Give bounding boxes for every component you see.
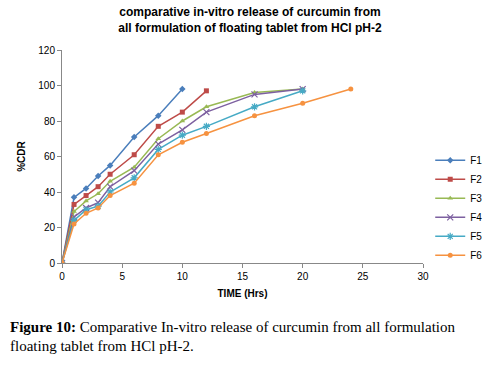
svg-text:F6: F6 [470,250,482,261]
svg-text:F4: F4 [470,212,482,223]
svg-text:%CDR: %CDR [16,140,27,171]
svg-text:20: 20 [297,271,309,282]
svg-text:25: 25 [357,271,369,282]
svg-text:100: 100 [38,80,55,91]
svg-text:5: 5 [119,271,125,282]
svg-text:40: 40 [44,187,56,198]
svg-text:80: 80 [44,116,56,127]
html-text:Figure 10: Comparative In-vitr: Figure 10: Comparative In-vitro release … [10,319,455,354]
svg-text:comparative in-vitro release o: comparative in-vitro release of curcumin… [118,5,382,35]
svg-text:0: 0 [49,258,55,269]
svg-text:TIME (Hrs): TIME (Hrs) [218,288,268,299]
svg-text:F3: F3 [470,193,482,204]
svg-text:15: 15 [237,271,249,282]
svg-text:20: 20 [44,222,56,233]
svg-text:30: 30 [417,271,429,282]
svg-text:10: 10 [177,271,189,282]
svg-text:F5: F5 [470,231,482,242]
svg-text:60: 60 [44,151,56,162]
svg-text:F2: F2 [470,174,482,185]
svg-text:F1: F1 [470,155,482,166]
svg-text:0: 0 [59,271,65,282]
svg-text:120: 120 [38,45,55,56]
